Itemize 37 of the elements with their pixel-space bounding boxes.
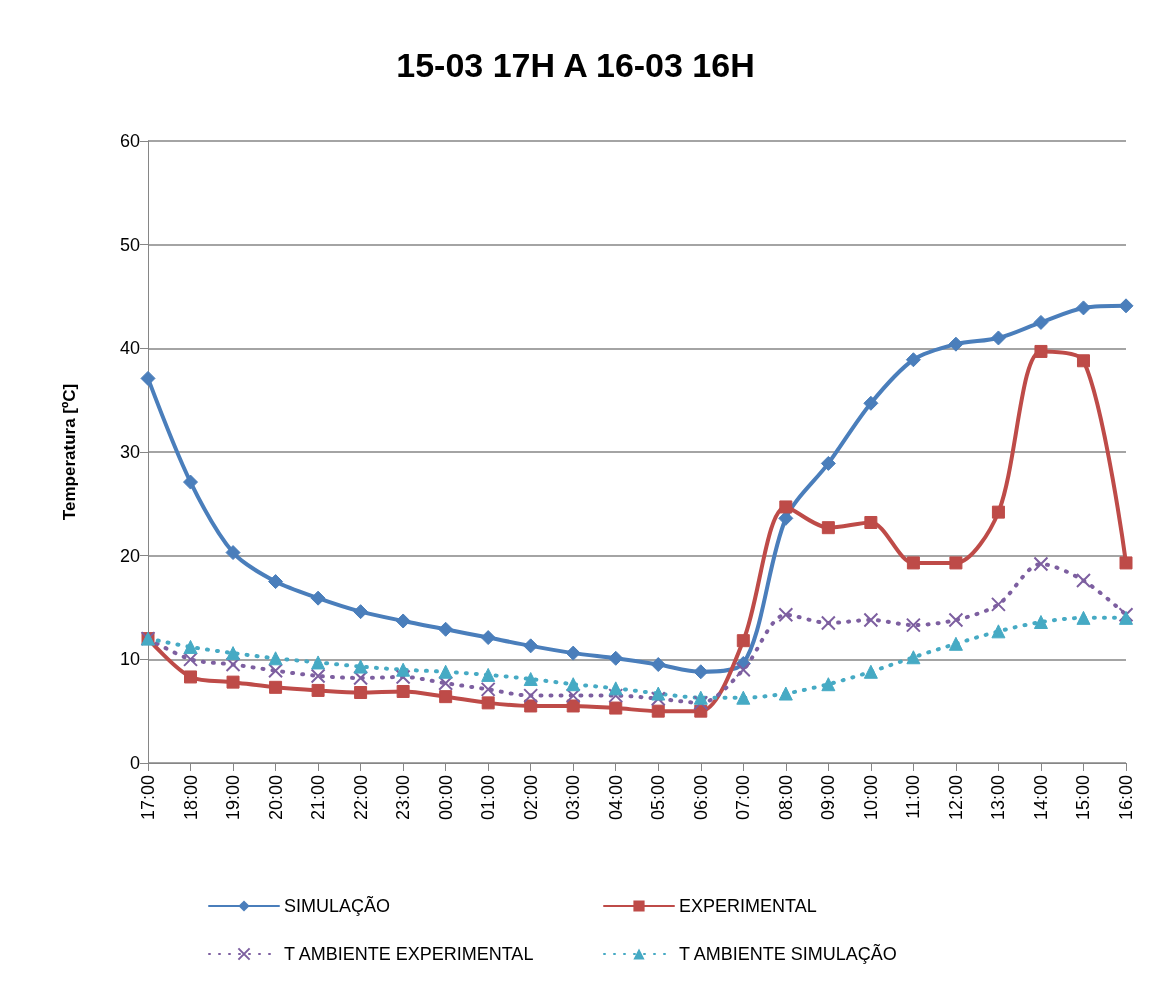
legend-label: EXPERIMENTAL: [679, 896, 817, 916]
x-tick-label: 09:00: [818, 775, 839, 821]
x-tick-label: 21:00: [308, 775, 329, 821]
x-tick-label: 17:00: [138, 775, 158, 821]
legend-label: T AMBIENTE EXPERIMENTAL: [284, 944, 534, 964]
x-tick-label: 10:00: [860, 775, 881, 821]
x-tick-label: 22:00: [350, 775, 371, 821]
y-tick-label: 0: [129, 753, 140, 773]
x-tick-label: 08:00: [775, 775, 796, 821]
x-tick-label: 03:00: [563, 775, 584, 821]
x-tick-label: 00:00: [435, 775, 456, 821]
x-tick-label: 14:00: [1030, 775, 1051, 821]
y-tick-label: 60: [119, 131, 140, 151]
legend-label: SIMULAÇÃO: [284, 895, 391, 916]
legend-label: T AMBIENTE SIMULAÇÃO: [679, 943, 897, 964]
x-tick-label: 12:00: [945, 775, 966, 821]
chart-title: 15-03 17H A 16-03 16H: [396, 46, 755, 84]
x-tick-label: 06:00: [690, 775, 711, 821]
x-tick-label: 01:00: [478, 775, 499, 821]
x-tick-label: 04:00: [605, 775, 626, 821]
x-tick-label: 20:00: [265, 775, 286, 821]
x-tick-label: 07:00: [733, 775, 754, 821]
y-tick-label: 50: [119, 234, 140, 255]
x-tick-label: 02:00: [520, 775, 541, 821]
x-tick-label: 11:00: [903, 775, 924, 819]
x-tick-label: 19:00: [223, 775, 244, 821]
y-tick-label: 30: [119, 442, 140, 462]
y-tick-label: 20: [119, 545, 140, 566]
y-tick-label: 40: [119, 338, 140, 359]
x-tick-label: 05:00: [648, 775, 669, 821]
y-tick-label: 10: [119, 649, 140, 670]
x-tick-label: 23:00: [393, 775, 414, 821]
x-tick-label: 13:00: [988, 775, 1009, 821]
x-tick-label: 15:00: [1073, 775, 1094, 821]
y-axis-title: Temperatura [ºC]: [60, 383, 79, 521]
x-tick-label: 16:00: [1116, 775, 1136, 821]
x-tick-label: 18:00: [180, 775, 201, 821]
